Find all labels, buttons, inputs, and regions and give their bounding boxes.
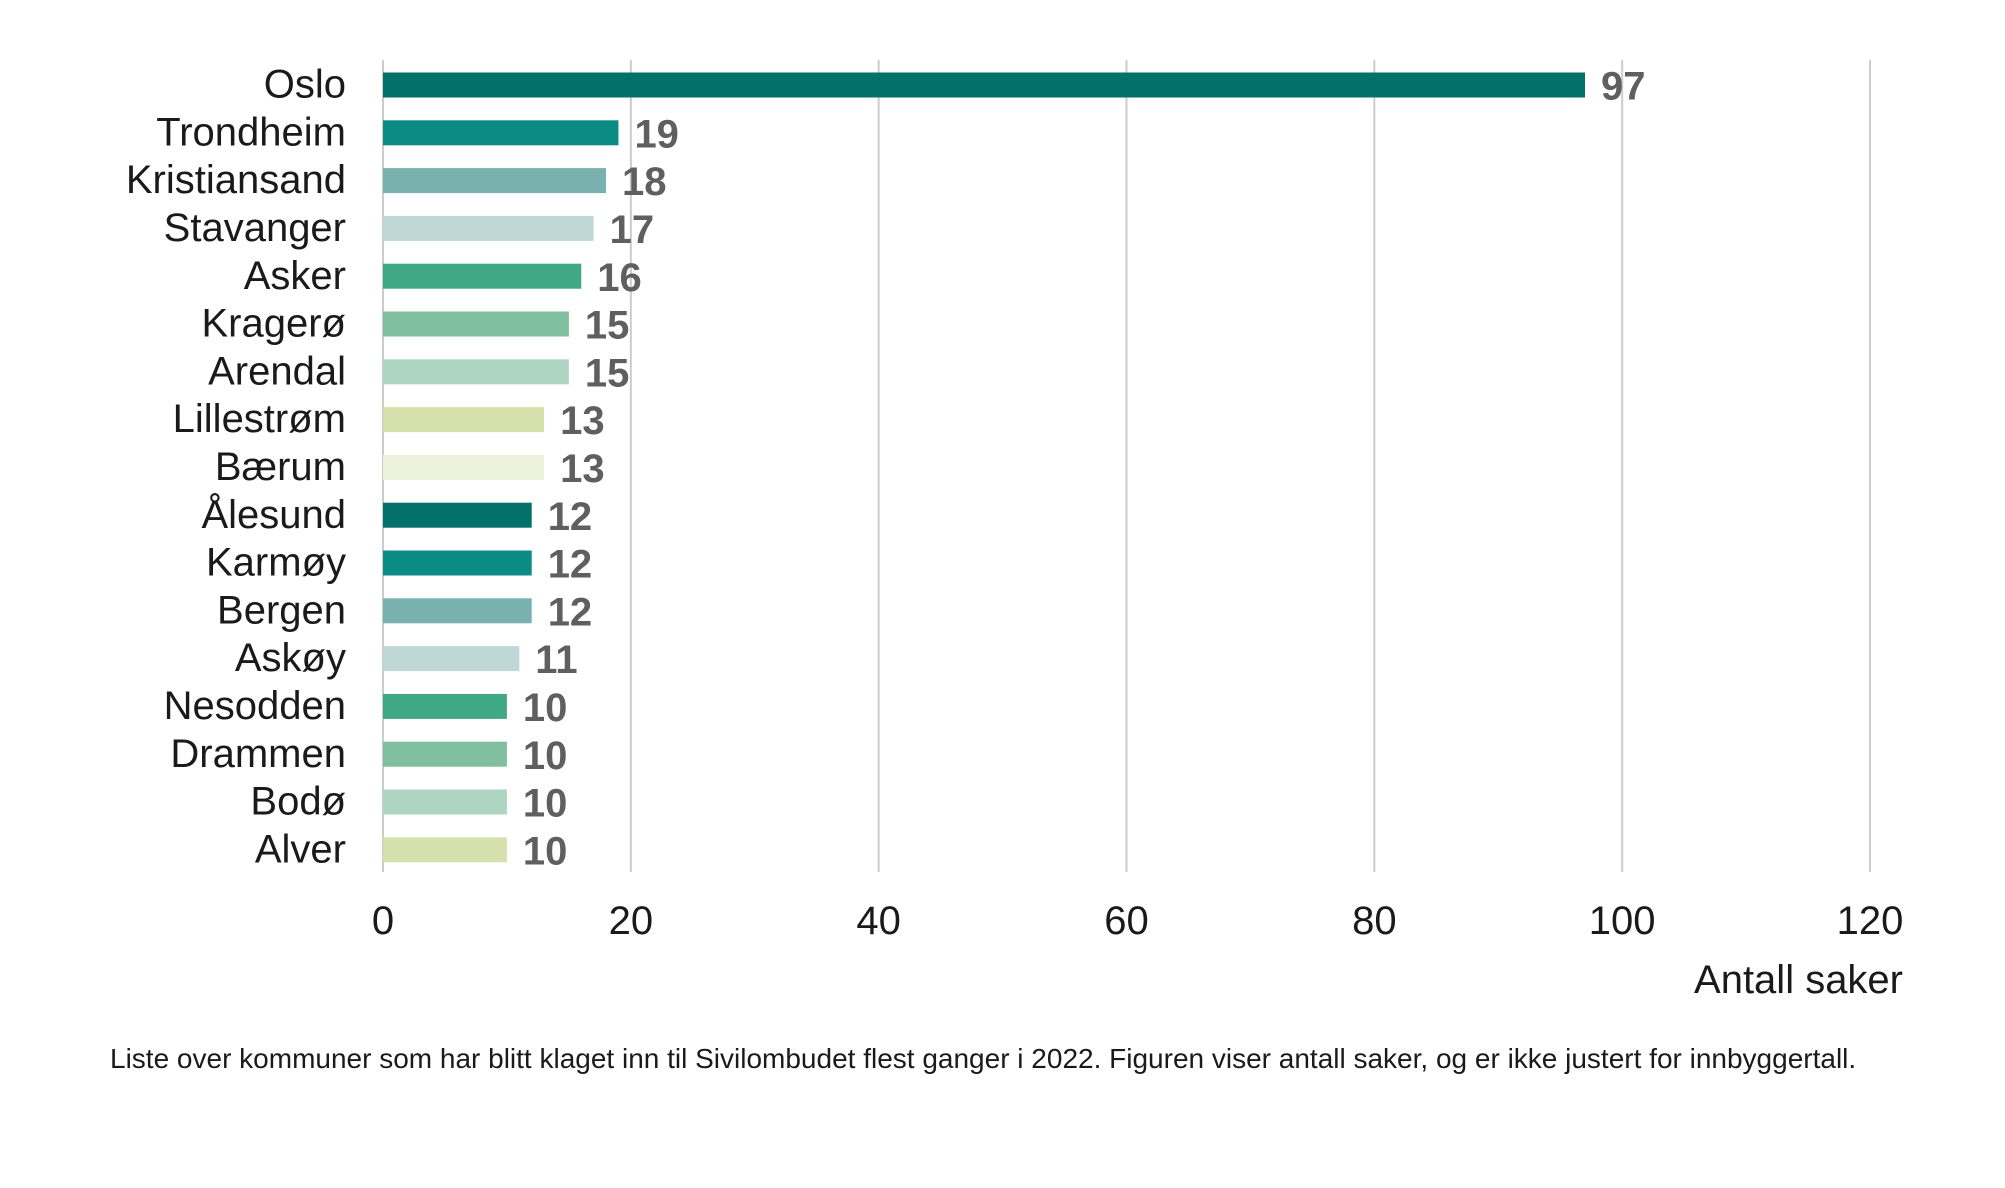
bar-8 <box>383 454 545 480</box>
value-label-10: 12 <box>548 543 593 587</box>
category-label-2: Kristiansand <box>126 158 346 202</box>
category-label-12: Askøy <box>235 636 346 680</box>
bar-11 <box>383 598 532 624</box>
value-label-1: 19 <box>634 112 679 156</box>
value-label-4: 16 <box>597 256 642 300</box>
value-label-7: 13 <box>560 399 605 443</box>
grid-lines <box>382 60 1871 872</box>
category-label-1: Trondheim <box>156 110 346 154</box>
bar-6 <box>383 359 569 385</box>
x-tick-label-20: 20 <box>609 899 654 943</box>
category-label-8: Bærum <box>215 445 346 489</box>
bar-0 <box>383 72 1585 98</box>
value-label-0: 97 <box>1601 65 1646 109</box>
category-label-13: Nesodden <box>164 684 346 728</box>
value-label-3: 17 <box>610 208 655 252</box>
value-label-5: 15 <box>585 304 630 348</box>
category-label-15: Bodø <box>250 780 346 824</box>
bar-3 <box>383 215 594 241</box>
bars <box>383 72 1585 863</box>
bar-15 <box>383 789 507 815</box>
figure-caption: Liste over kommuner som har blitt klaget… <box>110 1043 1857 1074</box>
value-label-14: 10 <box>523 734 568 778</box>
bar-2 <box>383 168 607 194</box>
category-label-6: Arendal <box>208 349 346 393</box>
x-tick-label-100: 100 <box>1589 899 1656 943</box>
category-label-5: Kragerø <box>202 302 347 346</box>
bar-16 <box>383 837 507 863</box>
bar-13 <box>383 693 507 719</box>
category-label-4: Asker <box>244 254 346 298</box>
value-label-13: 10 <box>523 686 568 730</box>
value-label-11: 12 <box>548 590 593 634</box>
x-tick-label-40: 40 <box>856 899 901 943</box>
x-axis-title: Antall saker <box>1694 958 1903 1002</box>
category-labels: OsloTrondheimKristiansandStavangerAskerK… <box>126 63 346 872</box>
bar-9 <box>383 502 532 528</box>
value-label-12: 11 <box>535 638 577 682</box>
value-label-15: 10 <box>523 782 568 826</box>
category-label-3: Stavanger <box>164 206 346 250</box>
bar-1 <box>383 120 619 146</box>
category-label-14: Drammen <box>170 732 346 776</box>
value-label-9: 12 <box>548 495 593 539</box>
bar-7 <box>383 407 545 433</box>
category-label-11: Bergen <box>217 588 346 632</box>
value-label-2: 18 <box>622 160 667 204</box>
x-tick-label-0: 0 <box>372 899 394 943</box>
category-label-9: Ålesund <box>201 492 346 537</box>
category-label-16: Alver <box>255 827 346 871</box>
bar-12 <box>383 646 520 672</box>
x-axis-ticks: 0 20 40 60 80 100 120 <box>372 899 1904 943</box>
bar-5 <box>383 311 569 337</box>
value-label-6: 15 <box>585 351 630 395</box>
category-label-0: Oslo <box>264 63 346 107</box>
bar-chart: OsloTrondheimKristiansandStavangerAskerK… <box>126 60 1904 1002</box>
bar-14 <box>383 741 507 767</box>
value-label-16: 10 <box>523 829 568 873</box>
category-label-7: Lillestrøm <box>173 397 346 441</box>
x-tick-label-80: 80 <box>1352 899 1397 943</box>
bar-4 <box>383 263 582 289</box>
category-label-10: Karmøy <box>206 541 346 585</box>
bar-10 <box>383 550 532 576</box>
x-tick-label-60: 60 <box>1104 899 1149 943</box>
x-tick-label-120: 120 <box>1837 899 1904 943</box>
value-label-8: 13 <box>560 447 605 491</box>
